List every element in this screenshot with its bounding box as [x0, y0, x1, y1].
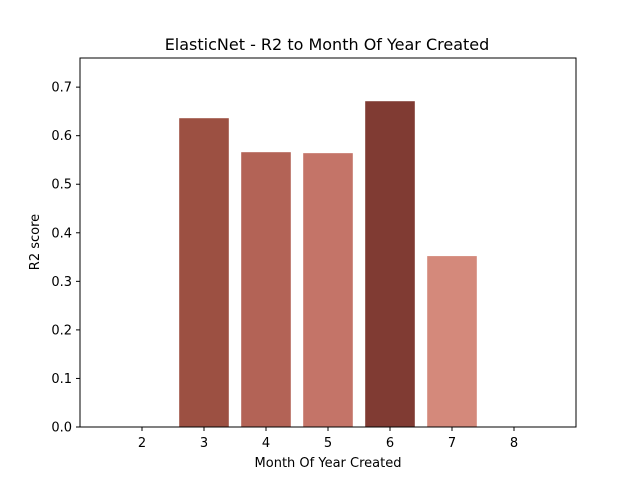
y-tick-label: 0.6 [51, 129, 72, 144]
x-axis-ticks: 2 3 4 5 6 7 8 [138, 427, 518, 451]
x-tick-label: 8 [510, 436, 518, 451]
bar-month-5 [303, 153, 353, 428]
bar-month-6 [365, 101, 415, 427]
x-tick-label: 3 [200, 436, 208, 451]
x-tick-label: 6 [386, 436, 394, 451]
y-tick-label: 0.2 [51, 323, 72, 338]
y-tick-label: 0.0 [51, 421, 72, 436]
y-tick-label: 0.5 [51, 178, 72, 193]
x-tick-label: 2 [138, 436, 146, 451]
y-axis-label: R2 score [28, 214, 43, 270]
y-tick-label: 0.7 [51, 81, 72, 96]
x-tick-label: 7 [448, 436, 456, 451]
x-tick-label: 4 [262, 436, 270, 451]
bars-group [179, 101, 477, 428]
bar-month-7 [427, 256, 477, 427]
y-axis-ticks: 0.0 0.1 0.2 0.3 0.4 0.5 0.6 0.7 [51, 81, 80, 436]
x-axis-label: Month Of Year Created [255, 456, 402, 471]
chart-title: ElasticNet - R2 to Month Of Year Created [165, 35, 490, 54]
y-tick-label: 0.1 [51, 372, 72, 387]
y-tick-label: 0.4 [51, 226, 72, 241]
y-tick-label: 0.3 [51, 275, 72, 290]
x-tick-label: 5 [324, 436, 332, 451]
bar-month-3 [179, 118, 229, 427]
bar-month-4 [241, 152, 291, 427]
